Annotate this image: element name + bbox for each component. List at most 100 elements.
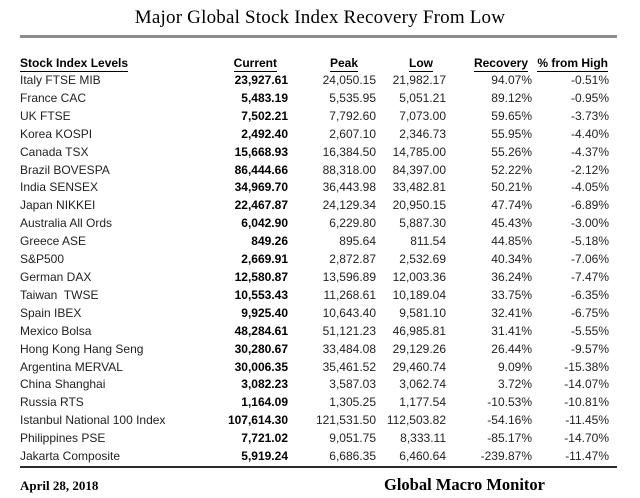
cell-current: 3,082.23 [241,377,288,392]
cell-pct-from-high: -11.47% [565,449,609,464]
cell-pct-from-high: -7.47% [570,269,609,284]
cell-peak: 24,050.15 [322,73,376,87]
cell-recovery: 3.72% [497,377,532,392]
cell-current: 2,669.91 [241,252,288,267]
cell-pct-from-high: -3.73% [570,108,609,123]
cell-peak: 6,229.80 [329,216,376,231]
cell-pct-from-high: -14.70% [564,431,609,446]
table-row: India SENSEX 34,969.70 36,443.98 33,482.81 5… [20,179,609,197]
cell-pct-from-high: -5.18% [570,234,609,249]
cell-low: 46,985.81 [392,323,446,338]
table-row: Argentina MERVAL 30,006.35 35,461.52 29,460… [20,359,609,377]
cell-pct-from-high: -4.40% [570,126,609,141]
footer-divider [20,465,617,468]
cell-recovery: 59.65% [491,108,532,123]
cell-peak: 13,596.89 [322,269,376,284]
cell-pct-from-high: -15.38% [564,359,609,374]
cell-stock-index-levels: Brazil BOVESPA [20,162,110,177]
table-row: France CAC 5,483.19 5,535.95 5,051.21 89.12%… [20,90,609,108]
cell-stock-index-levels: Canada TSX [20,144,89,159]
cell-pct-from-high: -10.81% [564,395,609,410]
table-row: Japan NIKKEI 22,467.87 24,129.34 20,950.15 4… [20,197,609,215]
cell-peak: 33,484.08 [322,341,376,356]
cell-low: 1,177.54 [399,395,446,410]
cell-current: 23,927.61 [234,73,288,87]
cell-pct-from-high: -6.89% [570,198,609,213]
cell-low: 6,460.64 [399,449,446,464]
cell-current: 1,164.09 [241,395,288,410]
cell-stock-index-levels: Greece ASE [20,234,87,249]
table-row: Taiwan TWSE 10,553.43 11,268.61 10,189.04 33… [20,287,609,305]
stock-index-table: Stock Index Levels Current Peak Low Recovery… [20,52,609,466]
cell-peak: 9,051.75 [329,431,376,446]
cell-low: 9,581.10 [399,305,446,320]
cell-stock-index-levels: Italy FTSE MIB [20,73,101,87]
cell-peak: 1,305.25 [329,395,376,410]
cell-peak: 5,535.95 [329,90,376,105]
cell-current: 2,492.40 [241,126,288,141]
cell-current: 5,919.24 [241,449,288,464]
cell-recovery: 31.41% [491,323,532,338]
cell-current: 22,467.87 [234,198,288,213]
cell-recovery: -54.16% [487,413,532,428]
cell-current: 849.26 [251,234,288,249]
cell-stock-index-levels: Spain IBEX [20,305,82,320]
table-header-row: Stock Index Levels Current Peak Low Recovery… [20,52,609,72]
cell-stock-index-levels: Taiwan TWSE [20,287,99,302]
cell-pct-from-high: -9.57% [570,341,609,356]
table-row: China Shanghai 3,082.23 3,587.03 3,062.74 3.… [20,376,609,394]
cell-current: 30,006.35 [234,359,288,374]
cell-stock-index-levels: German DAX [20,269,92,284]
cell-low: 2,532.69 [399,252,446,267]
cell-peak: 2,607.10 [329,126,376,141]
cell-current: 30,280.67 [234,341,288,356]
table-row: UK FTSE 7,502.21 7,792.60 7,073.00 59.65% -3.… [20,108,609,126]
cell-current: 48,284.61 [234,323,288,338]
column-header-low: Low [409,56,433,72]
cell-peak: 51,121.23 [322,323,376,338]
cell-pct-from-high: -7.06% [570,252,609,267]
cell-low: 5,051.21 [399,90,446,105]
cell-recovery: 36.24% [491,269,532,284]
cell-recovery: 89.12% [491,90,532,105]
table-row: Hong Kong Hang Seng 30,280.67 33,484.08 29,… [20,341,609,359]
cell-pct-from-high: -2.12% [570,162,609,177]
title-divider [20,35,617,38]
cell-recovery: 9.09% [497,359,532,374]
cell-recovery: -85.17% [487,431,532,446]
cell-peak: 895.64 [339,234,376,249]
cell-peak: 88,318.00 [322,162,376,177]
column-header-stock-index-levels: Stock Index Levels [20,56,129,72]
cell-stock-index-levels: China Shanghai [20,377,106,392]
cell-stock-index-levels: Australia All Ords [20,216,113,231]
table-row: Jakarta Composite 5,919.24 6,686.35 6,460.6… [20,448,609,466]
cell-peak: 35,461.52 [322,359,376,374]
cell-current: 7,502.21 [241,108,288,123]
cell-low: 84,397.00 [392,162,446,177]
cell-pct-from-high: -0.95% [570,90,609,105]
page-title: Major Global Stock Index Recovery From L… [134,7,506,28]
cell-recovery: 40.34% [491,252,532,267]
table-row: Greece ASE 849.26 895.64 811.54 44.85% -5.18% [20,233,609,251]
cell-peak: 6,686.35 [329,449,376,464]
report-date: April 28, 2018 [20,477,99,493]
cell-recovery: 45.43% [491,216,532,231]
column-header-pct-from-high: % from High [537,56,608,72]
cell-pct-from-high: -0.51% [570,73,609,87]
cell-recovery: 47.74% [491,198,532,213]
cell-recovery: 94.07% [491,73,532,87]
cell-stock-index-levels: Korea KOSPI [20,126,93,141]
table-row: Italy FTSE MIB 23,927.61 24,050.15 21,982.1… [20,72,609,90]
cell-recovery: 32.41% [491,305,532,320]
cell-pct-from-high: -3.00% [570,216,609,231]
cell-stock-index-levels: India SENSEX [20,180,99,195]
cell-current: 107,614.30 [227,413,288,428]
cell-peak: 36,443.98 [322,180,376,195]
cell-low: 29,460.74 [392,359,446,374]
cell-stock-index-levels: Philippines PSE [20,431,106,446]
table-row: Canada TSX 15,668.93 16,384.50 14,785.00 55.… [20,144,609,162]
cell-current: 7,721.02 [241,431,288,446]
table-row: Philippines PSE 7,721.02 9,051.75 8,333.11 -… [20,430,609,448]
cell-recovery: 52.22% [491,162,532,177]
table-row: Korea KOSPI 2,492.40 2,607.10 2,346.73 55.95… [20,126,609,144]
